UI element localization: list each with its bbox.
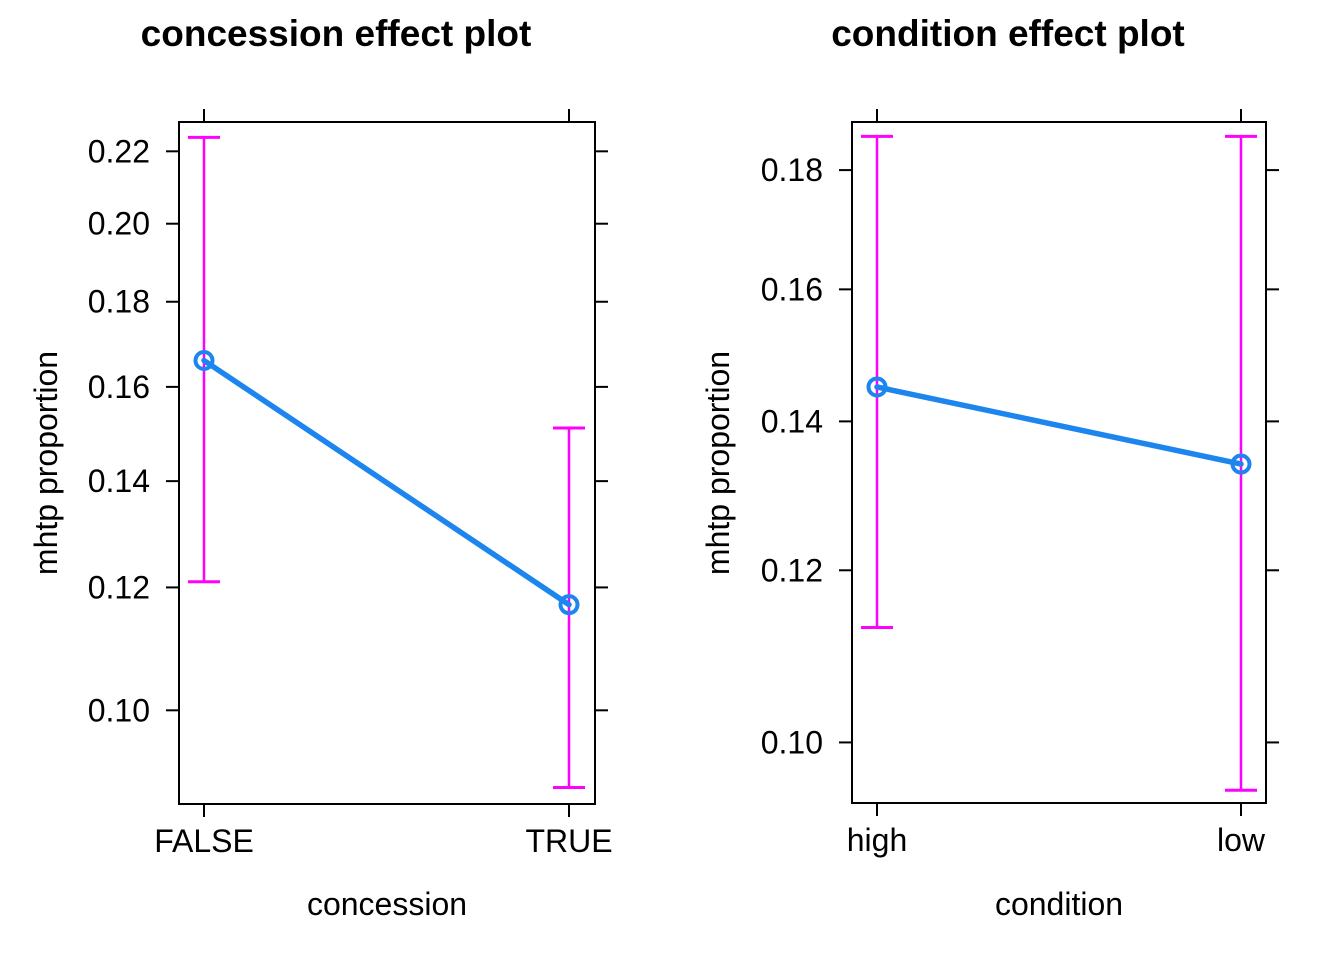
y-tick-label: 0.12 (88, 569, 150, 605)
y-tick-label: 0.14 (761, 403, 823, 439)
trend-line (201, 357, 572, 608)
data-point (193, 349, 215, 371)
data-point (558, 594, 580, 616)
data-point (866, 376, 888, 398)
y-tick-label: 0.10 (761, 724, 823, 760)
y-tick-label: 0.20 (88, 206, 150, 242)
y-tick-label: 0.10 (88, 692, 150, 728)
y-tick-label: 0.14 (88, 463, 150, 499)
y-axis-label-condition: mhtp proportion (700, 351, 736, 575)
x-axis-label-concession: concession (307, 886, 467, 922)
chart-title-concession: concession effect plot (141, 13, 532, 54)
trend-line (874, 384, 1244, 467)
plot-box (851, 121, 1267, 804)
category-label: TRUE (525, 823, 612, 859)
error-bar (553, 426, 585, 790)
y-tick-label: 0.18 (88, 284, 150, 320)
category-label: low (1217, 822, 1266, 858)
chart-title-condition: condition effect plot (831, 13, 1185, 54)
y-tick-label: 0.12 (761, 552, 823, 588)
y-tick-label: 0.22 (88, 133, 150, 169)
y-tick-label: 0.16 (761, 271, 823, 307)
y-axis-label-concession: mhtp proportion (28, 351, 64, 575)
y-tick-label: 0.16 (88, 369, 150, 405)
panel-condition: 0.10 0.12 0.14 0.16 0.18 high low (761, 109, 1279, 858)
panel-concession: 0.10 0.12 0.14 0.16 0.18 0.20 0.22 FALSE TRUE (88, 109, 613, 859)
category-label: high (847, 822, 908, 858)
y-tick-label: 0.18 (761, 152, 823, 188)
error-bar (861, 134, 893, 629)
plot-box (178, 121, 596, 805)
data-point (1230, 453, 1252, 475)
x-axis-label-condition: condition (995, 886, 1123, 922)
category-label: FALSE (154, 823, 254, 859)
